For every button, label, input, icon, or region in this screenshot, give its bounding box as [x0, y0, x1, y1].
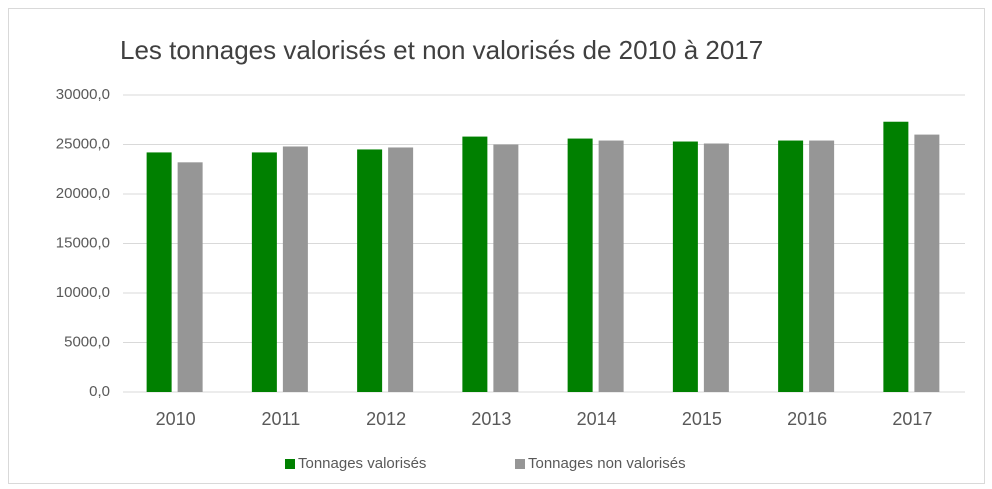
legend-swatch	[515, 459, 525, 469]
y-tick-label: 15000,0	[56, 234, 110, 251]
bar	[462, 136, 488, 392]
bar	[388, 147, 414, 392]
legend-label: Tonnages non valorisés	[528, 455, 686, 472]
bar	[778, 140, 804, 392]
y-tick-label: 0,0	[89, 383, 110, 400]
y-tick-label: 10000,0	[56, 284, 110, 301]
bar	[282, 146, 308, 392]
bar	[672, 141, 698, 392]
bar	[251, 152, 277, 392]
legend-label: Tonnages valorisés	[298, 455, 426, 472]
bar	[493, 144, 519, 392]
legend-swatch	[285, 459, 295, 469]
chart-title: Les tonnages valorisés et non valorisés …	[120, 35, 763, 65]
bar	[177, 162, 203, 392]
x-tick-label: 2010	[156, 409, 196, 429]
x-tick-label: 2012	[366, 409, 406, 429]
bar	[914, 134, 940, 392]
y-tick-label: 20000,0	[56, 185, 110, 202]
x-tick-label: 2017	[892, 409, 932, 429]
bar	[146, 152, 172, 392]
y-tick-label: 30000,0	[56, 86, 110, 103]
x-tick-label: 2011	[262, 409, 301, 429]
y-tick-label: 25000,0	[56, 135, 110, 152]
bar	[883, 121, 909, 392]
x-tick-label: 2015	[682, 409, 722, 429]
y-tick-label: 5000,0	[64, 333, 110, 350]
x-tick-label: 2016	[787, 409, 827, 429]
x-tick-label: 2013	[471, 409, 511, 429]
bar	[809, 140, 835, 392]
bar	[567, 138, 593, 392]
bar	[357, 149, 383, 392]
bar	[703, 143, 729, 392]
bar	[598, 140, 624, 392]
x-tick-label: 2014	[577, 409, 617, 429]
